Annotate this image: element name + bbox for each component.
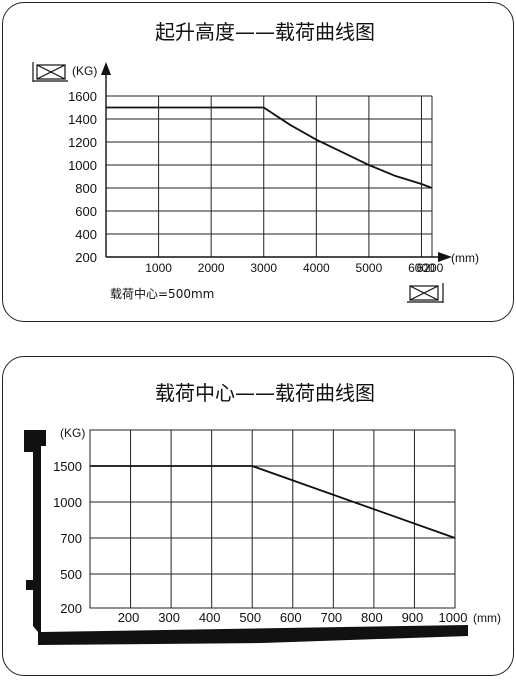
chart-title: 载荷中心——载荷曲线图: [155, 381, 375, 405]
x-axis-unit: (mm): [451, 251, 479, 265]
x-tick-label: 4000: [303, 261, 330, 275]
chart-axes: [101, 62, 452, 262]
load-box-icon: [32, 62, 68, 82]
y-tick-label: 800: [75, 181, 97, 196]
y-tick-label: 1500: [53, 459, 82, 474]
y-tick-label: 200: [60, 601, 82, 616]
x-axis-unit: (mm): [473, 611, 501, 625]
y-tick-label: 700: [60, 531, 82, 546]
y-axis-arrow: [101, 62, 111, 75]
y-tick-label: 500: [60, 567, 82, 582]
x-tick-label: 2000: [198, 261, 225, 275]
x-tick-label: 700: [320, 610, 342, 625]
x-tick-label: 6200: [417, 261, 444, 275]
series-group: [105, 106, 433, 189]
series-group: [89, 465, 456, 539]
y-tick-label: 600: [75, 204, 97, 219]
chart-panel-load-center: [2, 356, 514, 676]
y-tick-label: 1200: [68, 135, 97, 150]
y-tick-label: 400: [75, 227, 97, 242]
chart-grid: [106, 95, 433, 257]
y-axis-ticks: 200 500 700 1000 1500: [53, 459, 82, 616]
chart-grid: [89, 429, 456, 609]
x-axis-arrow: [438, 252, 452, 262]
y-tick-label: 1400: [68, 112, 97, 127]
x-axis-ticks: 200 300 400 500 600 700 800 900 1000: [118, 610, 468, 625]
y-tick-label: 1000: [53, 495, 82, 510]
y-tick-label: 200: [75, 250, 97, 265]
load-box-icon: [407, 283, 444, 303]
y-axis-unit: (KG): [60, 426, 85, 440]
load-center-note: 载荷中心=500mm: [110, 286, 214, 301]
y-axis-unit: (KG): [72, 64, 97, 78]
y-tick-label: 1000: [68, 158, 97, 173]
x-tick-label: 3000: [250, 261, 277, 275]
x-tick-label: 500: [239, 610, 261, 625]
x-tick-label: 800: [361, 610, 383, 625]
x-tick-label: 300: [158, 610, 180, 625]
x-tick-label: 200: [118, 610, 140, 625]
x-tick-label: 1000: [439, 610, 468, 625]
x-tick-label: 5000: [356, 261, 383, 275]
x-tick-label: 900: [402, 610, 424, 625]
x-tick-label: 600: [280, 610, 302, 625]
x-tick-label: 6000: [408, 261, 435, 275]
y-tick-label: 1600: [68, 89, 97, 104]
y-axis-ticks: 200 400 600 800 1000 1200 1400 1600: [68, 89, 97, 265]
x-tick-label: 400: [199, 610, 221, 625]
chart-panel-lift-height: [2, 2, 514, 322]
x-tick-label: 1000: [145, 261, 172, 275]
chart-title: 起升高度——载荷曲线图: [155, 20, 375, 44]
